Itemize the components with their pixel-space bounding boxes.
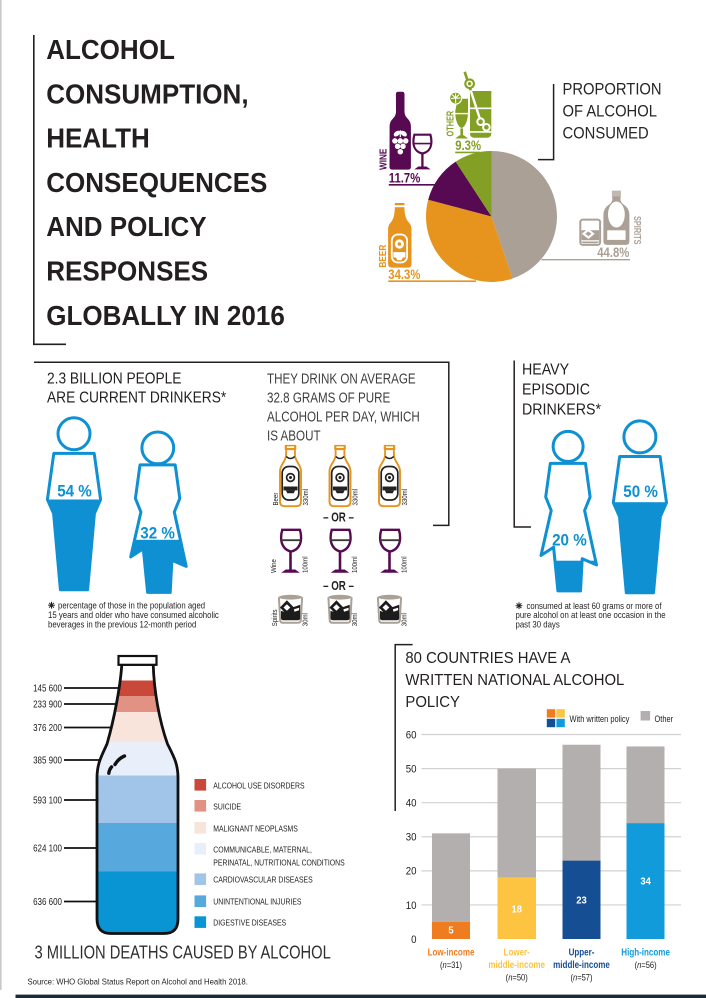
svg-text:44.8%: 44.8% — [597, 244, 629, 260]
svg-text:COMMUNICABLE, MATERNAL,: COMMUNICABLE, MATERNAL, — [213, 845, 312, 855]
svg-text:32 %: 32 % — [140, 525, 175, 543]
svg-text:145 600: 145 600 — [33, 683, 62, 694]
svg-text:OF ALCOHOL: OF ALCOHOL — [563, 102, 658, 120]
svg-text:(n=56): (n=56) — [635, 959, 657, 970]
svg-text:middle-income: middle-income — [553, 959, 610, 970]
svg-text:DRINKERS*: DRINKERS* — [522, 401, 601, 419]
svg-text:100ml: 100ml — [401, 556, 408, 573]
svg-text:233 900: 233 900 — [33, 699, 62, 710]
svg-text:Upper-: Upper- — [569, 947, 595, 958]
svg-text:20: 20 — [406, 866, 417, 878]
svg-text:pure alcohol on at least one o: pure alcohol on at least one occasion in… — [516, 610, 666, 621]
svg-text:330ml: 330ml — [352, 488, 359, 505]
svg-text:(n=31): (n=31) — [440, 959, 462, 970]
svg-text:23: 23 — [576, 895, 587, 907]
svg-text:HEALTH: HEALTH — [46, 123, 150, 154]
svg-text:IS ABOUT: IS ABOUT — [267, 427, 321, 444]
svg-text:HEAVY: HEAVY — [522, 361, 569, 379]
svg-text:20 %: 20 % — [552, 532, 587, 550]
svg-text:ARE CURRENT DRINKERS*: ARE CURRENT DRINKERS* — [47, 389, 226, 407]
svg-text:beverages in the previous 12-m: beverages in the previous 12-month perio… — [48, 619, 197, 630]
svg-text:30ml: 30ml — [352, 613, 359, 627]
svg-text:Other: Other — [655, 713, 674, 724]
svg-text:30: 30 — [406, 832, 417, 844]
svg-text:330ml: 330ml — [303, 488, 310, 505]
svg-text:3 MILLION DEATHS CAUSED BY ALC: 3 MILLION DEATHS CAUSED BY ALCOHOL — [35, 942, 331, 963]
svg-text:AND POLICY: AND POLICY — [46, 211, 206, 242]
svg-text:Lower-: Lower- — [504, 947, 530, 958]
svg-text:High-income: High-income — [621, 947, 670, 958]
svg-text:(n=57): (n=57) — [570, 972, 592, 983]
svg-text:Beer: Beer — [272, 492, 279, 506]
svg-text:UNINTENTIONAL INJURIES: UNINTENTIONAL INJURIES — [213, 897, 301, 907]
svg-text:60: 60 — [406, 730, 417, 742]
svg-text:34.3%: 34.3% — [388, 266, 420, 282]
svg-text:385 900: 385 900 — [33, 755, 62, 766]
svg-text:THEY DRINK ON AVERAGE: THEY DRINK ON AVERAGE — [267, 370, 416, 387]
svg-text:PROPORTION: PROPORTION — [563, 80, 662, 98]
svg-text:50 %: 50 % — [623, 483, 658, 501]
svg-text:DIGESTIVE DISEASES: DIGESTIVE DISEASES — [213, 918, 286, 928]
svg-text:50: 50 — [406, 764, 417, 776]
svg-text:Low-income: Low-income — [428, 947, 475, 958]
svg-text:RESPONSES: RESPONSES — [46, 256, 208, 287]
svg-text:percentage of those in the pop: percentage of those in the population ag… — [58, 600, 205, 611]
svg-text:636 600: 636 600 — [33, 896, 62, 907]
svg-text:54 %: 54 % — [57, 483, 92, 501]
svg-text:past 30 days: past 30 days — [516, 619, 560, 630]
svg-text:CONSEQUENCES: CONSEQUENCES — [46, 167, 267, 198]
svg-text:consumed at least 60 grams or: consumed at least 60 grams or more of — [527, 600, 663, 611]
svg-text:SUICIDE: SUICIDE — [213, 802, 241, 812]
svg-text:11.7%: 11.7% — [389, 169, 420, 185]
svg-text:CONSUMED: CONSUMED — [563, 124, 649, 142]
svg-text:0: 0 — [411, 934, 417, 946]
svg-text:CONSUMPTION,: CONSUMPTION, — [46, 78, 248, 109]
svg-text:WRITTEN NATIONAL ALCOHOL: WRITTEN NATIONAL ALCOHOL — [405, 672, 624, 690]
svg-text:(n=50): (n=50) — [506, 972, 528, 983]
svg-text:15 years and older who have co: 15 years and older who have consumed alc… — [48, 609, 220, 620]
svg-text:34: 34 — [640, 876, 651, 888]
svg-text:376 200: 376 200 — [33, 722, 62, 733]
svg-text:GLOBALLY IN 2016: GLOBALLY IN 2016 — [46, 300, 285, 331]
svg-text:30ml: 30ml — [302, 613, 309, 627]
svg-text:10: 10 — [406, 900, 417, 912]
svg-text:With written policy: With written policy — [570, 713, 631, 724]
svg-text:WINE: WINE — [376, 149, 388, 170]
svg-text:40: 40 — [406, 798, 417, 810]
svg-text:100ml: 100ml — [352, 556, 359, 573]
svg-text:624 100: 624 100 — [33, 843, 62, 854]
svg-text:MALIGNANT NEOPLASMS: MALIGNANT NEOPLASMS — [213, 824, 298, 834]
svg-text:593 100: 593 100 — [33, 795, 62, 806]
svg-text:2.3 BILLION PEOPLE: 2.3 BILLION PEOPLE — [47, 369, 182, 387]
svg-text:18: 18 — [511, 904, 522, 916]
svg-text:POLICY: POLICY — [405, 694, 460, 712]
svg-text:Spirits: Spirits — [272, 609, 279, 627]
svg-text:80 COUNTRIES HAVE A: 80 COUNTRIES HAVE A — [405, 650, 571, 668]
svg-text:32.8 GRAMS OF PURE: 32.8 GRAMS OF PURE — [267, 389, 390, 406]
svg-text:OTHER: OTHER — [444, 110, 456, 136]
svg-text:30ml: 30ml — [401, 613, 408, 627]
svg-text:BEER: BEER — [376, 245, 388, 268]
svg-text:Source: WHO Global Status Repo: Source: WHO Global Status Report on Alco… — [28, 977, 248, 987]
svg-text:Wine: Wine — [271, 559, 278, 573]
svg-text:330ml: 330ml — [402, 488, 409, 505]
svg-text:EPISODIC: EPISODIC — [522, 381, 590, 399]
svg-text:9.3%: 9.3% — [455, 137, 481, 153]
svg-text:– OR –: – OR – — [323, 580, 354, 593]
svg-text:100ml: 100ml — [302, 556, 309, 573]
svg-text:ALCOHOL USE DISORDERS: ALCOHOL USE DISORDERS — [213, 781, 304, 791]
svg-text:ALCOHOL: ALCOHOL — [46, 34, 175, 65]
svg-text:ALCOHOL PER DAY, WHICH: ALCOHOL PER DAY, WHICH — [267, 408, 420, 425]
svg-text:SPIRITS: SPIRITS — [631, 216, 643, 245]
svg-text:CARDIOVASCULAR DISEASES: CARDIOVASCULAR DISEASES — [213, 875, 312, 885]
svg-text:middle-income: middle-income — [488, 959, 545, 970]
svg-text:PERINATAL, NUTRITIONAL CONDITI: PERINATAL, NUTRITIONAL CONDITIONS — [213, 858, 344, 868]
svg-text:5: 5 — [448, 925, 454, 937]
svg-text:– OR –: – OR – — [323, 511, 354, 524]
